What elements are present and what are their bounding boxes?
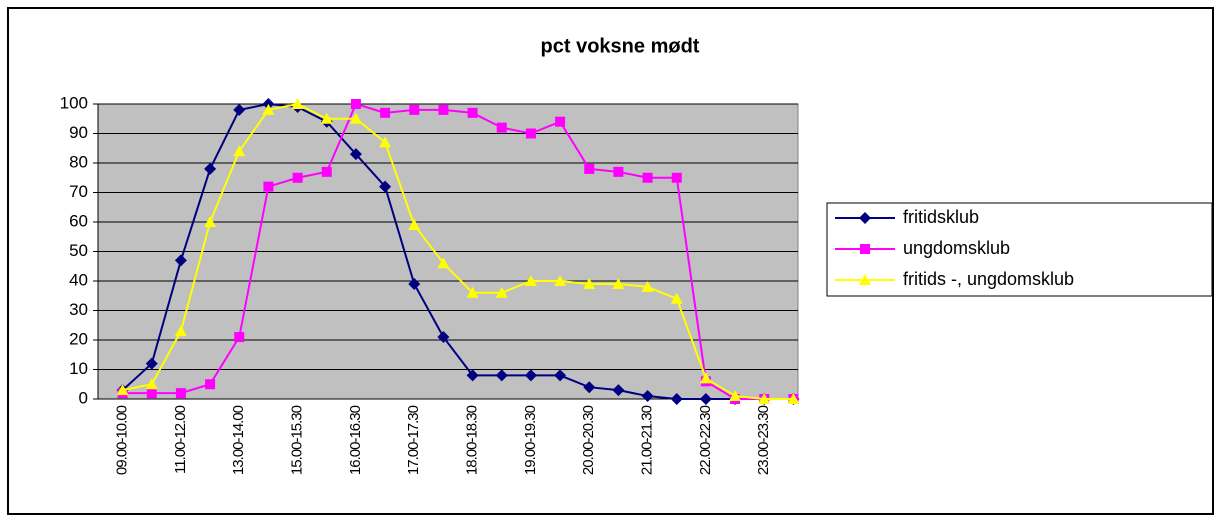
series-line <box>122 102 794 400</box>
x-tick-label: 23.00-23.30 <box>755 405 772 475</box>
x-tick-label: 21.00-21.30 <box>639 405 656 475</box>
marker <box>495 286 508 298</box>
marker <box>583 277 596 289</box>
marker <box>496 122 507 133</box>
marker <box>612 277 625 289</box>
marker <box>495 369 508 382</box>
marker <box>233 103 246 116</box>
marker <box>263 181 274 192</box>
marker <box>670 393 683 405</box>
marker <box>642 172 653 183</box>
marker <box>350 99 361 109</box>
marker <box>233 145 246 157</box>
x-tick-label: 13.00-14.00 <box>230 405 247 475</box>
marker <box>438 104 449 115</box>
marker <box>671 172 682 183</box>
marker <box>146 388 157 399</box>
y-tick-label: 70 <box>69 182 88 201</box>
marker <box>380 107 391 118</box>
series-line <box>122 102 794 400</box>
marker <box>320 112 333 124</box>
marker <box>291 98 304 109</box>
marker <box>729 390 742 402</box>
marker <box>145 378 158 390</box>
marker <box>145 357 158 370</box>
marker <box>321 166 332 177</box>
chart-title: pct voksne mødt <box>541 35 700 57</box>
marker <box>860 244 870 254</box>
x-tick-label: 17.00-17.30 <box>405 405 422 475</box>
marker <box>524 275 537 286</box>
y-tick-label: 60 <box>69 211 88 230</box>
marker <box>555 116 566 127</box>
marker <box>670 292 683 304</box>
y-tick-label: 20 <box>69 329 88 348</box>
x-tick-label: 18.00-18.30 <box>464 405 481 475</box>
marker <box>437 257 450 269</box>
marker <box>379 136 392 148</box>
marker <box>292 172 303 183</box>
y-tick-label: 30 <box>69 300 88 319</box>
x-tick-label: 20.00-20.30 <box>580 405 597 475</box>
y-tick-label: 0 <box>79 388 88 407</box>
marker <box>583 381 596 394</box>
marker <box>554 369 567 382</box>
x-tick-label: 09.00-10.00 <box>114 405 131 475</box>
marker <box>525 128 536 139</box>
y-tick-label: 50 <box>69 241 88 260</box>
marker <box>787 393 800 404</box>
marker <box>641 390 654 403</box>
y-tick-label: 90 <box>69 123 88 142</box>
marker <box>349 148 362 161</box>
marker <box>758 393 771 404</box>
marker <box>466 369 479 382</box>
marker <box>409 104 420 115</box>
y-tick-label: 100 <box>60 93 88 112</box>
marker <box>859 212 871 224</box>
x-tick-label: 11.00-12.00 <box>172 405 189 474</box>
marker <box>234 332 245 343</box>
marker <box>204 216 217 227</box>
marker <box>641 280 654 292</box>
marker <box>174 325 187 337</box>
legend-label: fritidsklub <box>903 207 979 227</box>
marker <box>349 112 362 124</box>
marker <box>612 384 625 397</box>
marker <box>859 274 871 285</box>
marker <box>175 388 186 399</box>
y-tick-label: 10 <box>69 359 88 378</box>
marker <box>116 384 129 396</box>
marker <box>554 275 567 286</box>
marker <box>699 393 712 405</box>
marker <box>174 254 187 267</box>
marker <box>204 162 217 175</box>
marker <box>408 218 421 230</box>
x-tick-label: 19.00-19.30 <box>522 405 539 475</box>
marker <box>262 103 275 115</box>
x-tick-label: 22.00-22.30 <box>697 405 714 475</box>
marker <box>466 286 479 298</box>
marker <box>437 331 450 344</box>
x-tick-label: 15.00-15.30 <box>289 405 306 475</box>
marker <box>613 166 624 177</box>
marker <box>379 180 392 193</box>
y-tick-label: 40 <box>69 270 88 289</box>
marker <box>699 372 712 384</box>
y-tick-label: 80 <box>69 152 88 171</box>
marker <box>584 163 595 174</box>
legend-label: fritids -, ungdomsklub <box>903 269 1074 289</box>
marker <box>205 379 216 390</box>
legend-label: ungdomsklub <box>903 238 1010 258</box>
marker <box>408 277 421 290</box>
marker <box>524 369 537 382</box>
marker <box>467 107 478 118</box>
x-tick-label: 16.00-16.30 <box>347 405 364 475</box>
